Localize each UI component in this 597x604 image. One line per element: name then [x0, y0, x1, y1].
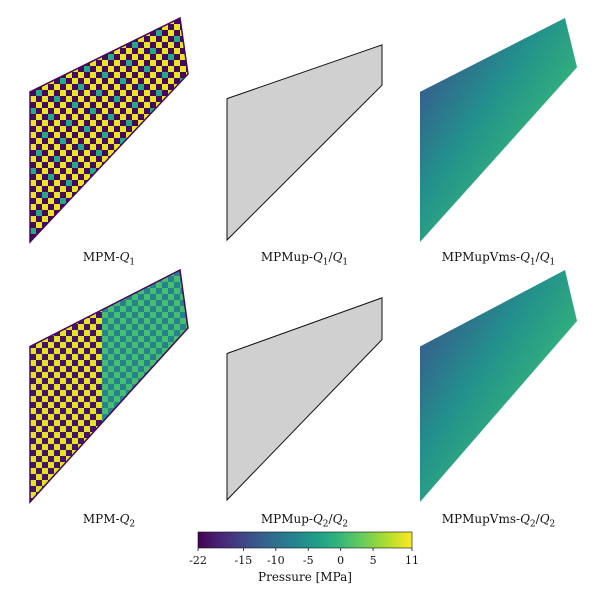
- domain-shape: [226, 297, 383, 502]
- panel-mpmup-q1: [226, 44, 383, 242]
- colorbar-tick-label: -22: [189, 554, 207, 567]
- panel-mpmupvms-q2: [420, 270, 577, 502]
- caption-q: Q: [520, 512, 530, 526]
- caption-q: Q: [119, 512, 130, 526]
- caption-mpmupvms-q2: MPMupVms-Q2/Q2: [404, 512, 594, 529]
- panel-mpm-q2: [29, 268, 189, 504]
- colorbar-tick-label: -15: [234, 554, 253, 567]
- pressure-field: [420, 18, 577, 242]
- colorbar: [197, 531, 413, 551]
- caption-order: 1: [322, 257, 329, 268]
- caption-order: 1: [342, 257, 349, 268]
- caption-order: 1: [549, 257, 556, 268]
- colorbar-tick-label: 11: [405, 554, 419, 567]
- caption-q: Q: [119, 250, 130, 264]
- colorbar-tick-label: -5: [302, 554, 314, 567]
- colorbar-tick-label: 5: [369, 554, 377, 567]
- caption-q: Q: [520, 250, 530, 264]
- caption-mpm-q2: MPM-Q2: [14, 512, 204, 529]
- pressure-field: [420, 270, 577, 502]
- colorbar-gradient: [197, 531, 413, 549]
- caption-q: Q: [312, 250, 323, 264]
- panel-mpmup-q2: [226, 297, 383, 502]
- caption-method: MPMupVms-: [441, 512, 521, 526]
- caption-method: MPMup-: [260, 512, 313, 526]
- panel-mpmupvms-q1: [420, 18, 577, 242]
- caption-mpmup-q1: MPMup-Q1/Q1: [210, 250, 400, 267]
- caption-method: MPM-: [82, 250, 120, 264]
- caption-q: Q: [332, 512, 343, 526]
- caption-mpmup-q2: MPMup-Q2/Q2: [210, 512, 400, 529]
- domain-shape: [226, 44, 383, 242]
- caption-q: Q: [312, 512, 323, 526]
- caption-order: 2: [549, 519, 556, 530]
- caption-method: MPMup-: [260, 250, 313, 264]
- caption-q: Q: [539, 250, 550, 264]
- colorbar-tick-label: -10: [266, 554, 285, 567]
- caption-q: Q: [539, 512, 550, 526]
- panel-mpm-q1: [29, 16, 189, 244]
- caption-order: 2: [129, 519, 136, 530]
- caption-order: 1: [129, 257, 136, 268]
- caption-slash: /: [535, 250, 540, 264]
- caption-order: 2: [342, 519, 349, 530]
- caption-mpmupvms-q1: MPMupVms-Q1/Q1: [404, 250, 594, 267]
- caption-slash: /: [328, 512, 333, 526]
- caption-method: MPMupVms-: [441, 250, 521, 264]
- caption-order: 2: [529, 519, 536, 530]
- caption-mpm-q1: MPM-Q1: [14, 250, 204, 267]
- caption-slash: /: [535, 512, 540, 526]
- caption-method: MPM-: [82, 512, 120, 526]
- colorbar-tick-label: 0: [337, 554, 345, 567]
- colorbar-title: Pressure [MPa]: [258, 570, 352, 584]
- caption-slash: /: [328, 250, 333, 264]
- caption-q: Q: [332, 250, 343, 264]
- caption-order: 2: [322, 519, 329, 530]
- caption-order: 1: [529, 257, 536, 268]
